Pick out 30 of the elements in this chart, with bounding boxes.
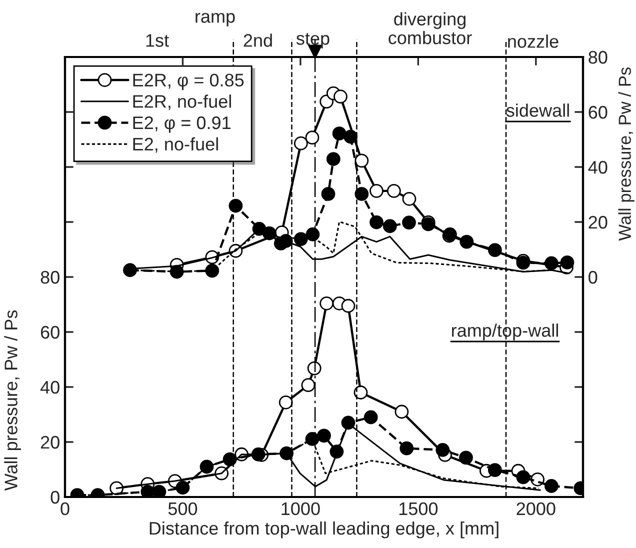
x-axis-title: Distance from top-wall leading edge, x [mm]	[150, 521, 498, 538]
annotation: ramp/top-wall	[452, 324, 558, 340]
x-tick-label: 1000	[282, 502, 320, 516]
text: diverging combustor	[388, 12, 472, 44]
y2-axis-title: Wall pressure, Pw / Ps	[618, 67, 634, 241]
annotation: sidewall	[506, 104, 569, 117]
legend-label: E2R, no-fuel	[133, 94, 231, 110]
legend-label: E2, no-fuel	[133, 137, 218, 153]
y2-tick-label: 20	[588, 216, 608, 229]
y-tick-label: 60	[40, 326, 60, 339]
y-tick-label: 80	[40, 270, 60, 284]
x-tick-label: 1500	[399, 502, 438, 516]
text: 1st	[146, 34, 169, 47]
y2-tick-label: 0	[588, 270, 598, 284]
legend-label: E2, φ = 0.91	[133, 116, 230, 133]
y2-tick-label: 40	[588, 160, 608, 174]
text: ramp	[196, 12, 235, 26]
x-tick-label: 500	[168, 502, 198, 516]
text: 2nd	[244, 34, 272, 47]
y2-tick-label: 80	[588, 50, 608, 64]
legend-label: E2R, φ = 0.85	[133, 74, 244, 90]
y-tick-label: 20	[40, 436, 60, 449]
y2-tick-label: 60	[588, 106, 608, 119]
x-tick-label: 0	[60, 502, 70, 516]
y-tick-label: 0	[50, 490, 60, 504]
x-tick-label: 2000	[516, 502, 556, 516]
text: nozzle	[508, 34, 558, 48]
y-tick-label: 40	[40, 380, 60, 394]
text: step	[296, 32, 330, 48]
y-axis-title: Wall pressure, Pw / Ps	[4, 310, 21, 491]
